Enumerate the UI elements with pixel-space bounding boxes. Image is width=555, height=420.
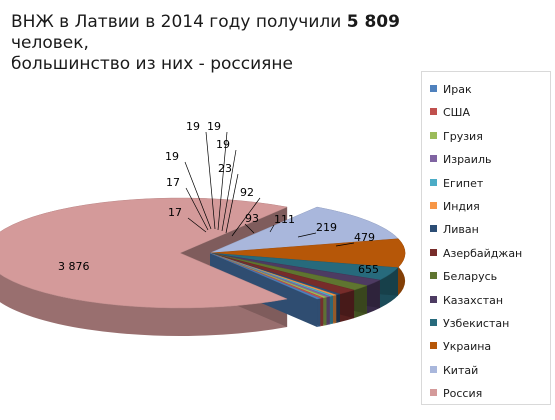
legend-label: Азербайджан	[443, 246, 523, 260]
leader-line-1	[185, 187, 209, 231]
legend-swatch	[430, 225, 437, 233]
chart-title-line2: большинство из них - россияне	[11, 54, 293, 74]
leader-line-0	[187, 217, 207, 233]
legend-label: Грузия	[443, 129, 483, 143]
legend-item: Грузия	[430, 130, 483, 144]
leader-line-3	[205, 131, 216, 230]
legend-swatch	[430, 365, 437, 373]
data-label-11: 479	[354, 231, 375, 244]
data-label-5: 19	[216, 138, 230, 151]
leader-line-6	[225, 173, 239, 234]
leader-line-5	[221, 149, 237, 232]
data-label-0: 17	[168, 206, 182, 219]
legend-label: Узбекистан	[443, 317, 510, 330]
leader-line-9	[269, 224, 275, 233]
data-label-4: 19	[207, 120, 221, 133]
legend-label: Беларусь	[443, 270, 498, 284]
chart-title-part1: ВНЖ в Латвии в 2014 году получили	[11, 12, 347, 32]
legend-swatch	[430, 131, 437, 139]
legend-label: Украина	[443, 340, 492, 354]
legend-swatch	[430, 85, 437, 92]
legend-item: Китай	[430, 364, 478, 378]
legend: Ирак США Грузия Израиль Египет Индия Ливан Азер…	[421, 71, 551, 405]
pie-slices	[0, 197, 406, 309]
legend-swatch	[430, 389, 437, 397]
legend-swatch	[430, 178, 437, 186]
pie-slice-0	[209, 252, 322, 300]
legend-label: Россия	[443, 387, 483, 401]
leader-line-2	[184, 161, 212, 230]
leader-line-8	[244, 223, 255, 234]
legend-swatch	[430, 272, 437, 280]
pie-data-labels: 17 17 19 19 19 19 23 92 93 111 219 479 655 3 876	[58, 120, 379, 276]
data-label-10: 219	[316, 221, 337, 234]
legend-label: Египет	[443, 176, 484, 190]
legend-item: Израиль	[430, 153, 491, 167]
legend-item: Азербайджан	[430, 247, 522, 261]
chart-title: ВНЖ в Латвии в 2014 году получили 5 809 …	[11, 12, 451, 75]
legend-item: Индия	[430, 200, 480, 214]
leader-line-11	[335, 242, 355, 247]
leader-line-4	[217, 131, 228, 231]
data-label-6: 23	[218, 162, 232, 175]
legend-swatch	[430, 108, 437, 116]
data-label-13: 3 876	[58, 260, 90, 273]
chart-title-total: 5 809	[346, 12, 400, 32]
leader-line-7	[231, 197, 261, 237]
data-label-9: 111	[274, 213, 295, 226]
chart-title-part2: человек,	[11, 33, 89, 53]
legend-swatch	[430, 248, 437, 256]
legend-label: Китай	[443, 363, 479, 377]
legend-item: Беларусь	[430, 270, 497, 284]
legend-item: Ливан	[430, 223, 479, 237]
pie-slice-11	[209, 238, 406, 268]
legend-label: Израиль	[443, 153, 492, 167]
leader-line-10	[297, 232, 317, 238]
legend-swatch	[430, 155, 437, 163]
legend-item: Ирак	[430, 83, 472, 97]
legend-label: Казахстан	[443, 293, 504, 307]
data-label-3: 19	[186, 120, 200, 133]
data-label-1: 17	[166, 176, 180, 189]
pie-slice-13	[0, 197, 288, 309]
legend-swatch	[430, 202, 437, 209]
legend-item: Украина	[430, 340, 491, 354]
legend-item: Казахстан	[430, 294, 503, 308]
data-label-8: 93	[245, 212, 259, 225]
data-label-12: 655	[358, 263, 379, 276]
data-label-2: 19	[165, 150, 179, 163]
pie-slice-12	[209, 206, 399, 254]
data-label-7: 92	[240, 186, 254, 199]
legend-item: Узбекистан	[430, 317, 509, 331]
legend-item: Россия	[430, 387, 482, 401]
legend-label: США	[443, 106, 470, 120]
legend-label: Ливан	[443, 223, 479, 237]
legend-swatch	[430, 295, 437, 303]
legend-label: Ирак	[443, 83, 472, 96]
legend-label: Индия	[443, 200, 480, 213]
legend-swatch	[430, 342, 437, 350]
legend-item: Египет	[430, 177, 483, 191]
legend-item: США	[430, 106, 470, 120]
legend-swatch	[430, 319, 437, 326]
